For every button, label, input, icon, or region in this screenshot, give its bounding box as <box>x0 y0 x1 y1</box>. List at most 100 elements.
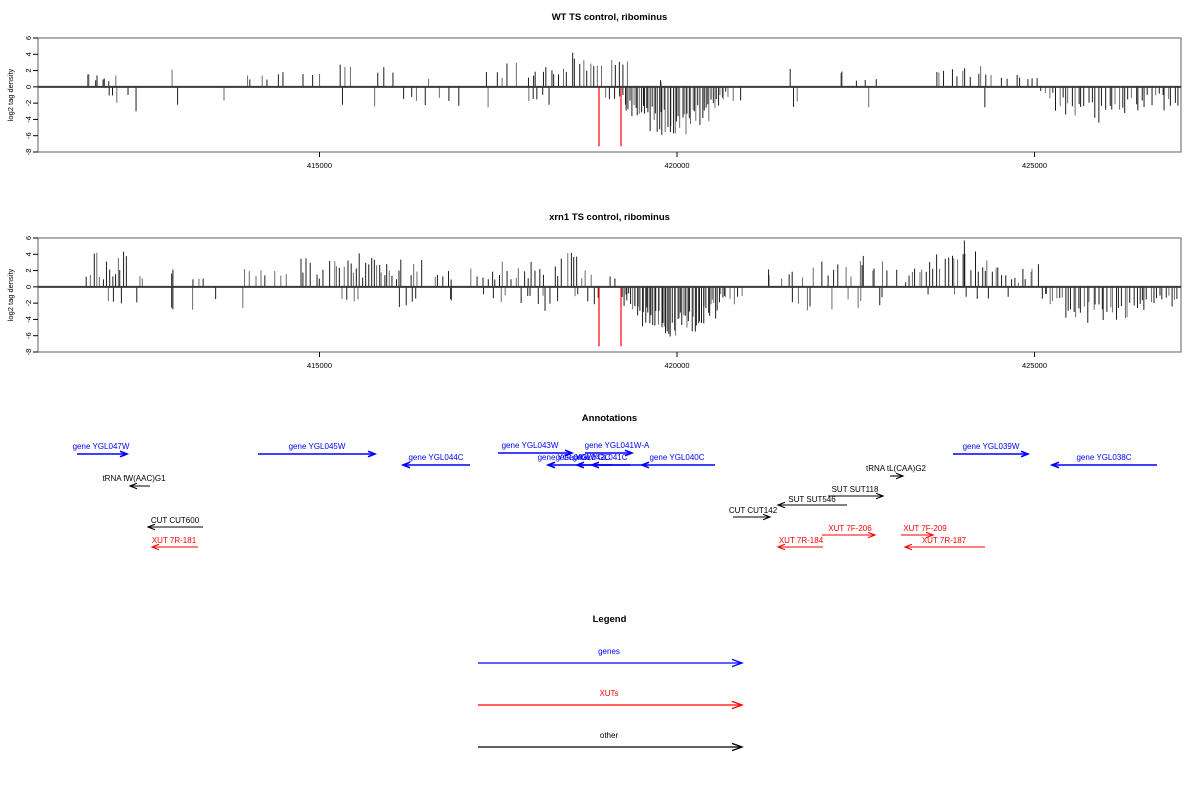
x-tick-label: 420000 <box>664 161 689 170</box>
arrow-head <box>574 461 585 469</box>
gene-annotation: gene YGL044C <box>400 453 470 469</box>
arrow-head <box>762 513 772 521</box>
legend-item-XUTs: XUTs <box>478 689 744 710</box>
y-tick-label: 6 <box>24 36 33 40</box>
plot-box <box>37 37 1182 153</box>
legend-label: XUTs <box>599 689 618 698</box>
arrow-head <box>731 742 744 752</box>
y-tick-label: -2 <box>24 300 33 307</box>
arrow-head <box>119 450 130 458</box>
other-annotation: SUT SUT118 <box>828 485 885 500</box>
arrow-head <box>875 492 885 500</box>
gene-annotation: gene YGL039W <box>953 442 1031 458</box>
annotations-title: Annotations <box>581 413 638 424</box>
y-tick-label: 0 <box>24 285 33 289</box>
gene-annotation: gene YGL038C <box>1049 453 1157 469</box>
y-tick-label: 2 <box>24 68 33 72</box>
annotation-label: SUT SUT118 <box>832 485 879 494</box>
y-tick-label: 4 <box>24 52 33 56</box>
y-axis-label: log2 tag density <box>6 268 15 321</box>
x-tick-label: 425000 <box>1022 161 1047 170</box>
annotation-label: gene YGL047W <box>73 442 130 451</box>
gene-annotation: gene YGL040C <box>639 453 715 469</box>
wt-panel-title: WT TS control, ribominus <box>551 12 668 23</box>
y-tick-label: -4 <box>24 116 33 123</box>
y-tick-label: 2 <box>24 268 33 272</box>
other-annotation: tRNA fW(AAC)G1 <box>102 474 166 490</box>
arrow-head <box>1020 450 1031 458</box>
plot-box <box>37 237 1182 353</box>
x-tick-label: 415000 <box>307 161 332 170</box>
wt-density-chart: -8 -6 -4 -2 0 2 4 6 log2 tag density 415000 420000… <box>6 36 1182 170</box>
annotation-label: gene YGL043W <box>502 441 559 450</box>
arrow-head <box>1049 461 1060 469</box>
y-tick-label: 6 <box>24 236 33 240</box>
xut-annotation: XUT 7R-187 <box>903 536 985 551</box>
x-tick-label: 415000 <box>307 361 332 370</box>
y-tick-label: -6 <box>24 332 33 339</box>
legend-title: Legend <box>592 614 627 625</box>
xut-annotation: XUT 7R-184 <box>776 536 824 551</box>
arrow-head <box>128 482 138 490</box>
y-tick-label: 4 <box>24 252 33 256</box>
y-axis-label: log2 tag density <box>6 68 15 121</box>
legend-panel: genes XUTs other <box>478 647 744 752</box>
annotation-label: SUT SUT546 <box>788 495 836 504</box>
spikes-positive <box>87 52 1038 87</box>
annotation-label: CUT CUT600 <box>151 516 200 525</box>
arrow-head <box>731 700 744 710</box>
annotation-label: tRNA fW(AAC)G1 <box>102 474 166 483</box>
y-tick-label: -8 <box>24 149 33 156</box>
xrn1-panel-title: xrn1 TS control, ribominus <box>549 212 670 223</box>
x-axis: 415000 420000 425000 <box>307 152 1047 170</box>
y-axis: -8 -6 -4 -2 0 2 4 6 log2 tag density <box>6 36 38 155</box>
other-annotation: SUT SUT546 <box>776 495 847 509</box>
y-tick-label: -8 <box>24 349 33 356</box>
annotation-label: CUT CUT142 <box>729 506 778 515</box>
gene-annotation: gene YGL047W <box>73 442 130 458</box>
y-axis: -8 -6 -4 -2 0 2 4 6 log2 tag density <box>6 236 38 355</box>
annotation-label: gene YGL044C <box>408 453 463 462</box>
arrow-head <box>639 461 650 469</box>
annotation-label: XUT 7R-187 <box>922 536 967 545</box>
annotation-label: XUT 7F-209 <box>903 524 947 533</box>
other-annotation: CUT CUT142 <box>729 506 778 521</box>
arrow-head <box>545 461 556 469</box>
legend-label: other <box>600 731 619 740</box>
annotation-label: gene YGL045W <box>289 442 346 451</box>
gene-annotation: gene YGL041W-A <box>585 441 650 457</box>
other-annotation: CUT CUT600 <box>146 516 203 531</box>
annotation-label: gene YGL041C <box>572 453 627 462</box>
arrow-head <box>150 543 160 551</box>
gene-annotation: gene YGL043W <box>498 441 575 457</box>
arrow-head <box>564 449 575 457</box>
annotation-label: XUT 7R-181 <box>152 536 197 545</box>
arrow-head <box>367 450 378 458</box>
spikes-positive <box>85 240 1039 287</box>
annotation-label: gene YGL042C <box>555 453 610 462</box>
arrow-head <box>903 543 913 551</box>
annotations-track: gene YGL047W gene YGL045W gene YGL043W gene… <box>73 441 1157 551</box>
y-tick-label: -4 <box>24 316 33 323</box>
xut-annotation: XUT 7R-181 <box>150 536 198 551</box>
arrow-head <box>776 543 786 551</box>
y-tick-label: 0 <box>24 85 33 89</box>
y-tick-label: -6 <box>24 132 33 139</box>
annotation-label: gene YGL042W <box>538 453 595 462</box>
annotation-label: gene YGL038C <box>1076 453 1131 462</box>
y-tick-label: -2 <box>24 100 33 107</box>
annotation-label: gene YGL040C <box>649 453 704 462</box>
legend-item-other: other <box>478 731 744 752</box>
annotation-label: XUT 7F-206 <box>828 524 872 533</box>
spikes-negative <box>108 86 1179 135</box>
arrow-head <box>589 461 600 469</box>
arrow-head <box>776 501 786 509</box>
gene-annotation: gene YGL041C <box>572 453 645 469</box>
gene-annotation: gene YGL045W <box>258 442 378 458</box>
arrow-head <box>895 472 905 480</box>
x-tick-label: 425000 <box>1022 361 1047 370</box>
annotation-label: tRNA tL(CAA)G2 <box>866 464 927 473</box>
annotation-label: XUT 7R-184 <box>779 536 824 545</box>
xrn1-density-chart: -8 -6 -4 -2 0 2 4 6 log2 tag density 415000 420000… <box>6 236 1182 370</box>
arrow-head <box>925 531 935 539</box>
